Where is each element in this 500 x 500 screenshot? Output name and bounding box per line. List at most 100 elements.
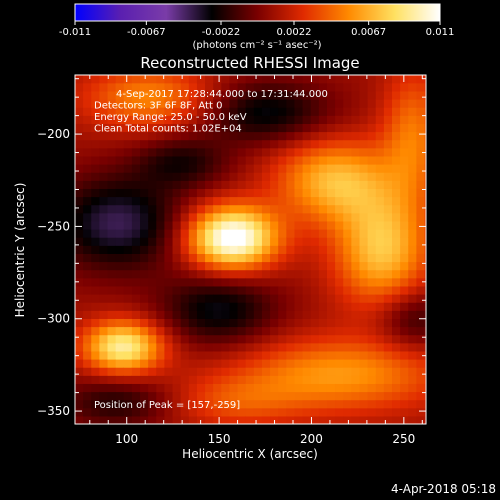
heatmap-cell (351, 310, 361, 319)
heatmap-cell (75, 367, 84, 376)
heatmap-cell (326, 261, 336, 271)
heatmap-cell (261, 310, 271, 319)
heatmap-cell (416, 164, 426, 173)
heatmap-cell (392, 172, 401, 181)
heatmap-cell (164, 172, 174, 181)
heatmap-cell (205, 115, 214, 124)
heatmap-cell (123, 172, 133, 181)
heatmap-cell (310, 277, 320, 287)
heatmap-cell (375, 123, 385, 133)
heatmap-cell (367, 245, 377, 254)
heatmap-cell (188, 350, 198, 360)
heatmap-cell (140, 285, 149, 295)
heatmap-cell (310, 75, 320, 84)
heatmap-cell (318, 188, 328, 198)
heatmap-cell (351, 350, 361, 360)
heatmap-cell (416, 155, 426, 165)
heatmap-cell (140, 326, 149, 336)
heatmap-cell (294, 99, 304, 108)
heatmap-cell (123, 147, 133, 157)
heatmap-cell (221, 107, 231, 116)
heatmap-cell (196, 342, 206, 352)
heatmap-cell (83, 269, 92, 279)
heatmap-cell (213, 123, 222, 133)
heatmap-cell (392, 253, 401, 263)
heatmap-cell (294, 399, 304, 409)
y-tick-label: −350 (37, 404, 70, 418)
heatmap-cell (213, 115, 222, 124)
heatmap-cell (253, 302, 263, 311)
heatmap-cell (367, 342, 377, 352)
heatmap-cell (196, 196, 206, 206)
heatmap-cell (310, 82, 320, 92)
heatmap-cell (213, 229, 222, 238)
heatmap-cell (156, 302, 166, 311)
heatmap-cell (310, 302, 320, 311)
heatmap-cell (75, 155, 84, 165)
heatmap-cell (75, 229, 84, 238)
heatmap-cell (343, 172, 352, 181)
heatmap-cell (424, 188, 426, 198)
heatmap-cell (156, 391, 166, 401)
heatmap-cell (261, 415, 271, 424)
heatmap-cell (335, 212, 344, 222)
heatmap-cell (261, 302, 271, 311)
heatmap-cell (310, 180, 320, 189)
heatmap-cell (221, 391, 231, 401)
heatmap-cell (367, 139, 377, 149)
heatmap-cell (383, 237, 393, 246)
heatmap-cell (424, 155, 426, 165)
heatmap-cell (221, 229, 231, 238)
heatmap-cell (351, 269, 361, 279)
heatmap-cell (278, 326, 287, 336)
heatmap-cell (253, 107, 263, 116)
heatmap-cell (286, 180, 296, 189)
heatmap-cell (400, 302, 409, 311)
heatmap-cell (286, 359, 296, 368)
heatmap-cell (261, 107, 271, 116)
heatmap-cell (115, 245, 125, 254)
heatmap-cell (416, 229, 426, 238)
heatmap-cell (310, 90, 320, 100)
heatmap-cell (424, 310, 426, 319)
heatmap-cell (400, 375, 409, 384)
heatmap-cell (75, 326, 84, 336)
heatmap-cell (115, 253, 125, 263)
heatmap-cell (229, 334, 239, 344)
heatmap-cell (424, 245, 426, 254)
heatmap-cell (253, 399, 263, 409)
heatmap-cell (261, 139, 271, 149)
heatmap-cell (408, 172, 417, 181)
heatmap-cell (367, 269, 377, 279)
heatmap-cell (148, 229, 157, 238)
heatmap-cell (392, 229, 401, 238)
colorbar-tick-label: -0.0067 (127, 27, 166, 38)
heatmap-cell (310, 310, 320, 319)
heatmap-cell (359, 285, 369, 295)
heatmap-cell (400, 229, 409, 238)
heatmap-cell (229, 253, 239, 263)
heatmap-cell (367, 90, 377, 100)
heatmap-cell (229, 399, 239, 409)
heatmap-cell (270, 285, 279, 295)
heatmap-cell (392, 269, 401, 279)
heatmap-cell (164, 237, 174, 246)
heatmap-cell (416, 294, 426, 303)
heatmap-cell (140, 212, 149, 222)
heatmap-cell (99, 220, 109, 230)
heatmap-cell (400, 139, 409, 149)
heatmap-cell (123, 261, 133, 271)
heatmap-cell (335, 75, 344, 84)
heatmap-cell (294, 253, 304, 263)
heatmap-cell (343, 367, 352, 376)
heatmap-cell (164, 302, 174, 311)
heatmap-cell (172, 164, 182, 173)
heatmap-cell (131, 285, 141, 295)
heatmap-cell (237, 82, 247, 92)
heatmap-cell (253, 391, 263, 401)
heatmap-cell (131, 415, 141, 424)
heatmap-cell (261, 407, 271, 417)
heatmap-cell (205, 99, 214, 108)
heatmap-cell (221, 131, 231, 141)
heatmap-cell (318, 180, 328, 189)
